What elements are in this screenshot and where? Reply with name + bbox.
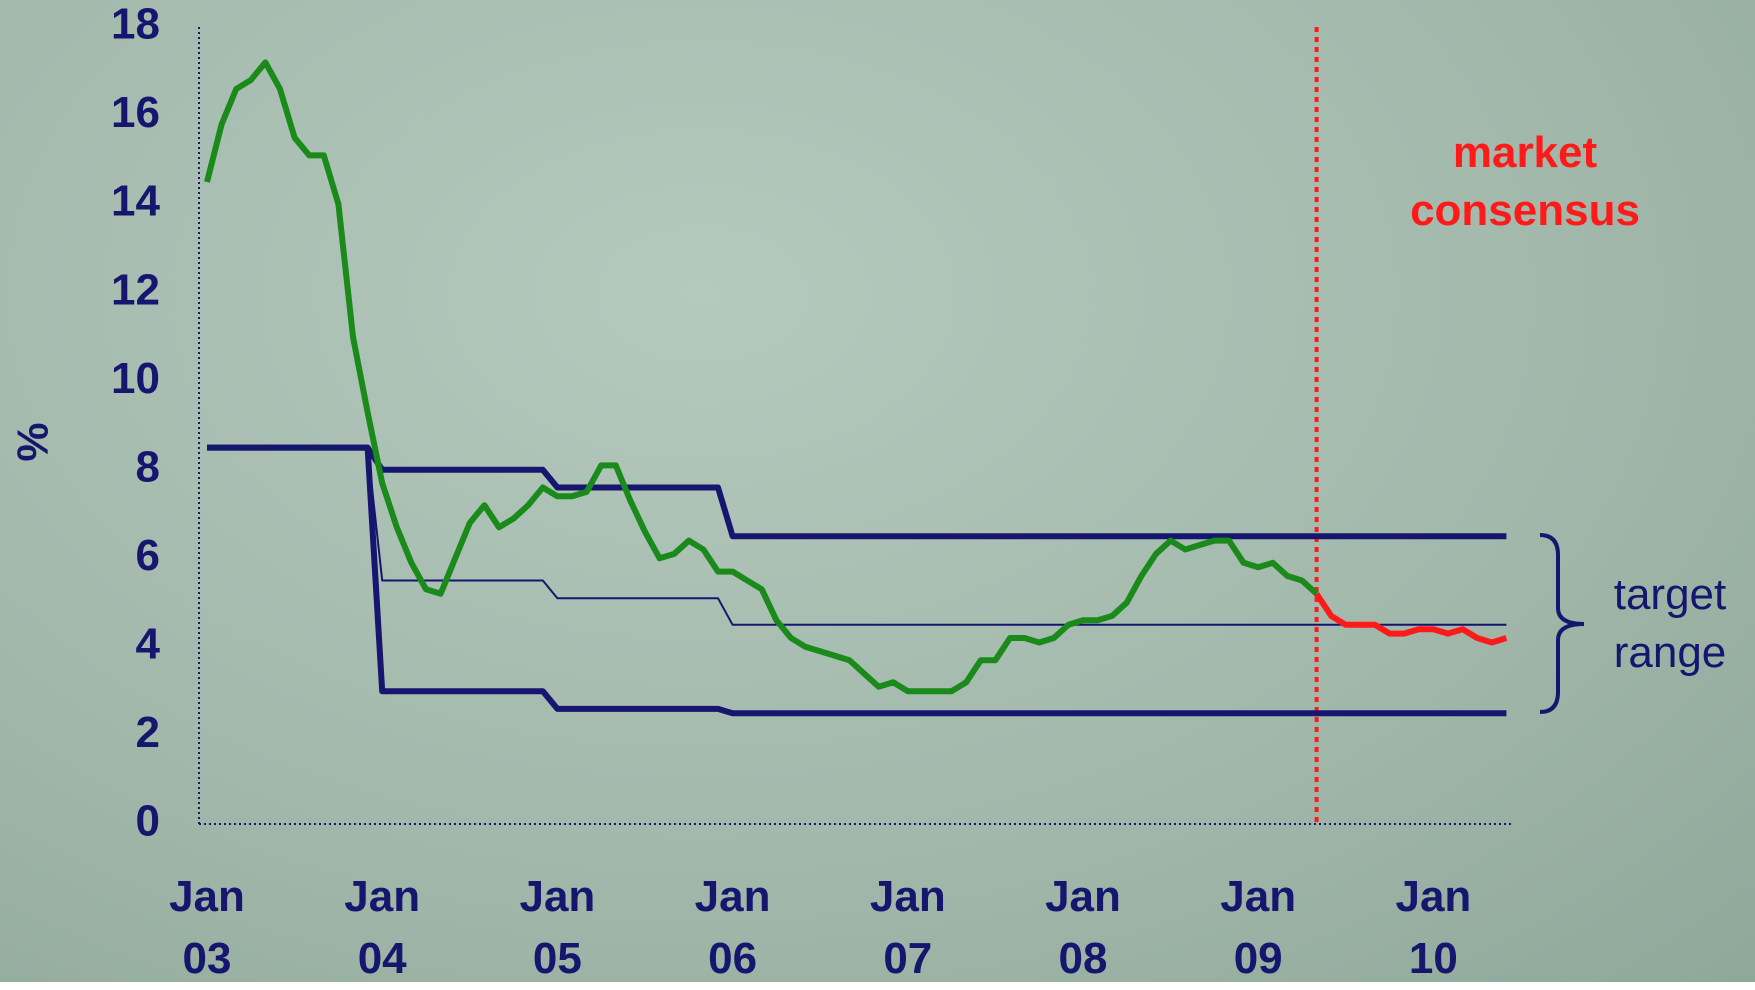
y-tick-label: 10	[111, 354, 160, 403]
x-tick-label: Jan 09	[1220, 872, 1297, 983]
annotation: market consensus	[1410, 128, 1640, 235]
x-tick-label: Jan 04	[344, 872, 421, 983]
x-tick-label: Jan 03	[169, 872, 245, 983]
x-tick-label: Jan 07	[869, 872, 946, 983]
series-line	[1314, 592, 1508, 646]
series-line	[204, 59, 1319, 695]
y-axis-label: %	[9, 422, 58, 461]
y-tick-label: 2	[136, 708, 160, 757]
y-tick-label: 4	[136, 620, 161, 669]
y-tick-label: 6	[136, 531, 160, 580]
y-tick-label: 0	[136, 797, 160, 846]
y-tick-label: 18	[111, 0, 160, 49]
x-tick-label: Jan 05	[519, 872, 596, 983]
y-tick-label: 14	[111, 177, 160, 226]
series-line	[207, 444, 1507, 540]
y-tick-label: 12	[111, 265, 160, 314]
brace	[1539, 533, 1585, 714]
x-tick-label: Jan 10	[1395, 872, 1472, 983]
x-tick-label: Jan 08	[1045, 872, 1121, 983]
y-tick-label: 16	[111, 88, 160, 137]
annotation: target range	[1613, 570, 1727, 677]
series-line	[207, 444, 1507, 717]
y-tick-label: 8	[136, 442, 160, 491]
x-tick-label: Jan 06	[694, 872, 771, 983]
